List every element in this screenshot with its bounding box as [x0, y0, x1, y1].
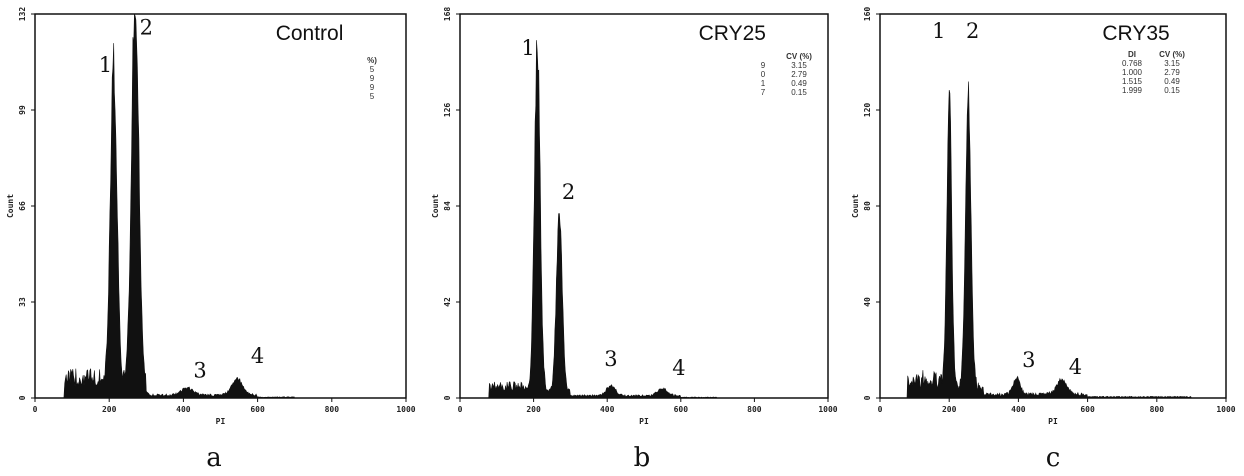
- table-cell: 1.000: [1122, 68, 1143, 77]
- x-tick-label: 200: [942, 405, 957, 414]
- peak-label: 1: [521, 36, 534, 60]
- table-cell: 0.49: [791, 79, 807, 88]
- x-tick-label: 800: [325, 405, 340, 414]
- table-cell: 1: [761, 79, 766, 88]
- x-tick-label: 400: [600, 405, 615, 414]
- table-cell: 7: [761, 88, 766, 97]
- table-cell: 0.15: [1164, 86, 1180, 95]
- table-cell: 3.15: [791, 61, 807, 70]
- table-cell: 0: [761, 70, 766, 79]
- panel-title: Control: [276, 22, 344, 45]
- table-header: CV (%): [1159, 50, 1185, 59]
- y-tick-label: 132: [18, 7, 27, 22]
- x-tick-label: 800: [1150, 405, 1165, 414]
- x-tick-label: 200: [526, 405, 541, 414]
- y-tick-label: 99: [18, 105, 27, 115]
- table-header: %): [367, 56, 377, 65]
- x-tick-label: 600: [1080, 405, 1095, 414]
- x-tick-label: 0: [878, 405, 883, 414]
- peak-label: 1: [932, 19, 945, 43]
- histogram-series: [904, 81, 1192, 399]
- peak-label: 2: [140, 15, 153, 39]
- peak-label: 2: [562, 180, 575, 204]
- x-tick-label: 1000: [1216, 405, 1235, 414]
- y-tick-label: 0: [443, 395, 452, 400]
- table-cell: 9: [370, 74, 375, 83]
- y-tick-label: 33: [18, 297, 27, 307]
- y-tick-label: 84: [443, 201, 452, 211]
- panel-title: CRY35: [1102, 22, 1169, 45]
- table-header: DI: [1128, 50, 1136, 59]
- plot-frame: [459, 13, 829, 399]
- x-axis-label: PI: [639, 417, 649, 426]
- peak-label: 1: [99, 53, 112, 77]
- table-cell: 9: [370, 83, 375, 92]
- panel-caption: b: [634, 443, 651, 473]
- y-tick-label: 126: [443, 103, 452, 118]
- y-tick-label: 40: [863, 297, 872, 307]
- x-tick-label: 1000: [818, 405, 837, 414]
- table-cell: 0.15: [791, 88, 807, 97]
- y-tick-label: 0: [18, 395, 27, 400]
- table-cell: 5: [370, 65, 375, 74]
- table-cell: 2.79: [791, 70, 807, 79]
- plot-frame: [34, 13, 407, 399]
- x-tick-label: 1000: [396, 405, 415, 414]
- y-axis-label: Count: [431, 194, 440, 218]
- y-tick-label: 80: [863, 201, 872, 211]
- y-tick-label: 160: [863, 7, 872, 22]
- stats-table: CV (%) 9 3.15 0 2.79 1 0.49 7 0.15: [761, 52, 812, 97]
- table-cell: 2.79: [1164, 68, 1180, 77]
- table-cell: 1.515: [1122, 77, 1143, 86]
- x-axis-label: PI: [1048, 417, 1058, 426]
- table-cell: 9: [761, 61, 766, 70]
- x-axis-label: PI: [216, 417, 226, 426]
- y-axis-label: Count: [6, 194, 15, 218]
- table-cell: 1.999: [1122, 86, 1143, 95]
- x-tick-label: 600: [674, 405, 689, 414]
- x-tick-label: 800: [747, 405, 762, 414]
- peak-label: 4: [672, 356, 685, 380]
- histogram-series: [60, 13, 369, 399]
- histogram-series: [485, 40, 792, 399]
- y-tick-label: 66: [18, 201, 27, 211]
- x-tick-label: 600: [250, 405, 265, 414]
- table-cell: 5: [370, 92, 375, 101]
- peak-label: 3: [193, 359, 206, 383]
- x-tick-label: 0: [458, 405, 463, 414]
- peak-label: 4: [1069, 355, 1082, 379]
- y-tick-label: 168: [443, 7, 452, 22]
- y-tick-label: 120: [863, 103, 872, 118]
- peak-label: 3: [604, 347, 617, 371]
- stats-table: DI CV (%) 0.768 3.15 1.000 2.79 1.515 0.49 1.999…: [1122, 50, 1185, 95]
- y-tick-label: 0: [863, 395, 872, 400]
- panel-title: CRY25: [699, 22, 766, 45]
- x-tick-label: 400: [176, 405, 191, 414]
- peak-label: 4: [251, 344, 264, 368]
- panel-caption: c: [1046, 443, 1061, 473]
- peak-label: 3: [1022, 348, 1035, 372]
- panel-a: 0 200 400 600 800 10000336699132PICountContro…: [6, 7, 416, 473]
- table-cell: 0.768: [1122, 59, 1143, 68]
- panel-caption: a: [206, 443, 222, 473]
- x-tick-label: 400: [1011, 405, 1026, 414]
- y-tick-label: 42: [443, 297, 452, 307]
- panel-c: 0 200 400 600 800 1000 0 40 80 120 160 PI Count CRY35…: [851, 7, 1236, 473]
- x-tick-label: 200: [102, 405, 117, 414]
- y-axis-label: Count: [851, 194, 860, 218]
- table-cell: 0.49: [1164, 77, 1180, 86]
- x-tick-label: 0: [33, 405, 38, 414]
- table-cell: 3.15: [1164, 59, 1180, 68]
- panel-b: 0 200 400 600 800 100004284126168PICountCRY25…: [431, 7, 838, 473]
- peak-label: 2: [966, 19, 979, 43]
- table-header: CV (%): [786, 52, 812, 61]
